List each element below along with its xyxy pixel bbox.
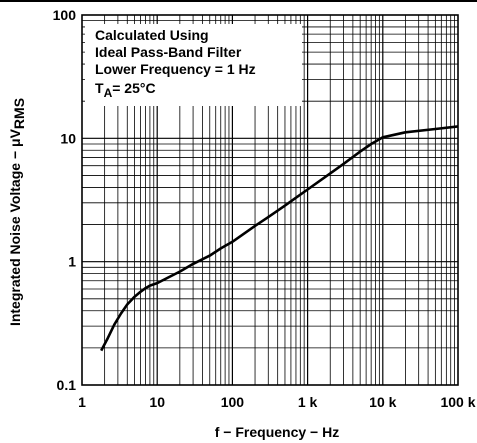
annotation-box: Calculated Using Ideal Pass-Band Filter … — [85, 24, 302, 106]
annotation-line-3: Lower Frequency = 1 Hz — [95, 61, 256, 77]
annotation-background — [85, 24, 302, 106]
annotation-line-1: Calculated Using — [95, 27, 209, 43]
x-tick-label: 100 — [221, 394, 245, 410]
y-axis-label: Integrated Noise Voltage − μVRMS — [7, 98, 27, 326]
plot-frame — [81, 14, 459, 386]
y-axis-label-main: Integrated Noise Voltage − μV — [7, 128, 23, 326]
y-tick-label: 1 — [68, 254, 76, 270]
y-axis-label-sub: RMS — [11, 98, 27, 129]
series-line — [100, 125, 459, 352]
x-tick-label: 10 — [149, 394, 165, 410]
x-axis-label: f − Frequency − Hz — [215, 424, 339, 440]
y-tick-label: 0.1 — [57, 377, 77, 393]
annotation-temperature: TA= 25°C — [95, 80, 156, 100]
y-tick-label: 10 — [60, 130, 76, 146]
y-tick-label: 100 — [53, 7, 77, 23]
x-tick-label: 10 k — [369, 394, 396, 410]
top-rule — [0, 0, 477, 2]
x-tick-label: 100 k — [440, 394, 475, 410]
x-tick-label: 1 k — [298, 394, 318, 410]
annotation-line-2: Ideal Pass-Band Filter — [95, 44, 242, 60]
x-tick-label: 1 — [78, 394, 86, 410]
temp-rest: = 25°C — [112, 80, 155, 96]
temp-prefix: T — [95, 80, 104, 96]
temp-subscript: A — [104, 86, 113, 100]
